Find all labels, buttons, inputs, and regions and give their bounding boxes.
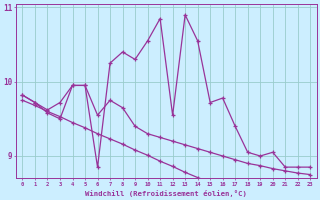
X-axis label: Windchill (Refroidissement éolien,°C): Windchill (Refroidissement éolien,°C) [85,190,247,197]
